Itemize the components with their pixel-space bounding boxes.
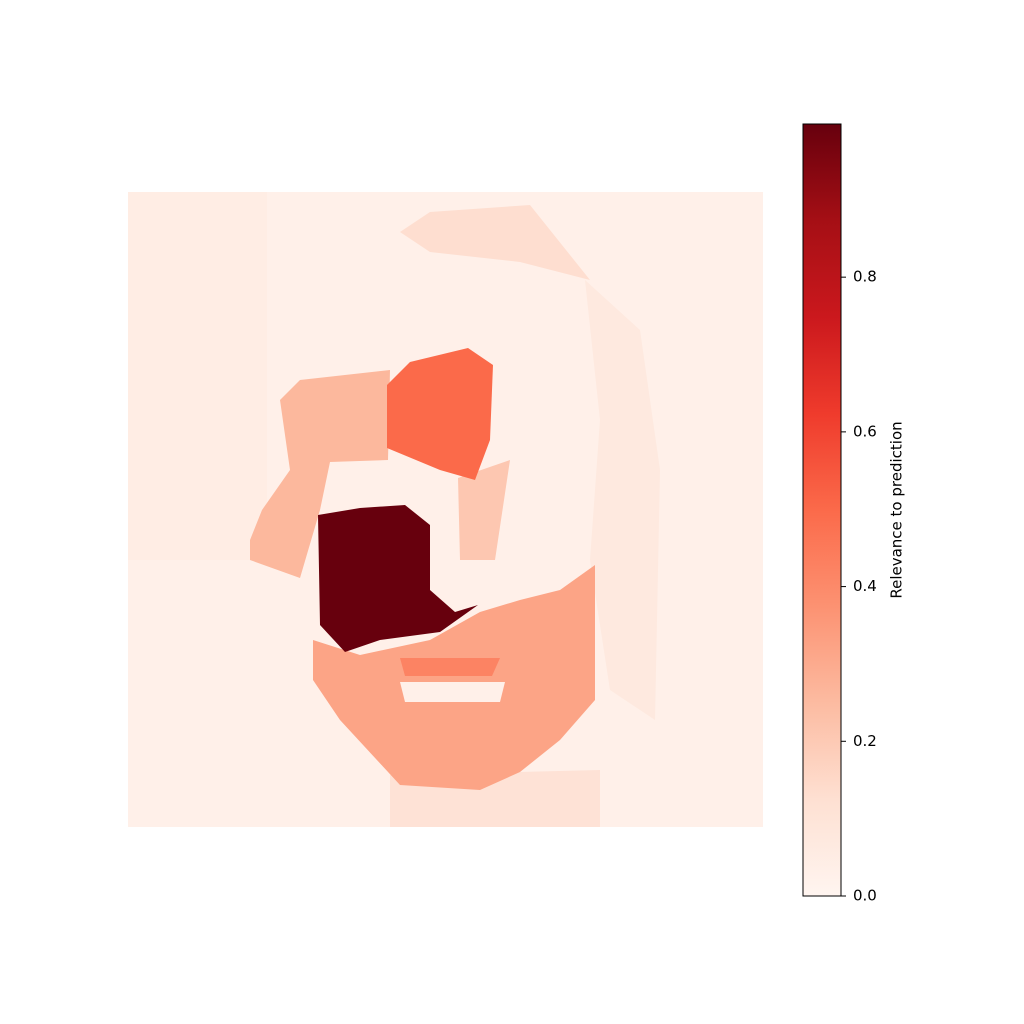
colorbar-tick-label: 0.4: [853, 577, 877, 595]
segment: [250, 370, 390, 578]
heatmap: [128, 192, 763, 827]
colorbar: [802, 123, 842, 897]
segment: [387, 348, 493, 480]
segment: [400, 205, 590, 280]
segment: [458, 460, 510, 560]
colorbar-tick-label: 0.2: [853, 732, 877, 750]
colorbar-tick-label: 0.8: [853, 268, 877, 286]
colorbar-tick-label: 0.6: [853, 422, 877, 440]
segment: [128, 192, 267, 560]
segment: [313, 565, 595, 790]
segment: [400, 682, 505, 702]
segment: [585, 280, 660, 720]
colorbar-label: Relevance to prediction: [888, 421, 906, 598]
segment: [400, 658, 500, 676]
colorbar-tick-label: 0.0: [853, 887, 877, 905]
segment: [318, 505, 478, 652]
